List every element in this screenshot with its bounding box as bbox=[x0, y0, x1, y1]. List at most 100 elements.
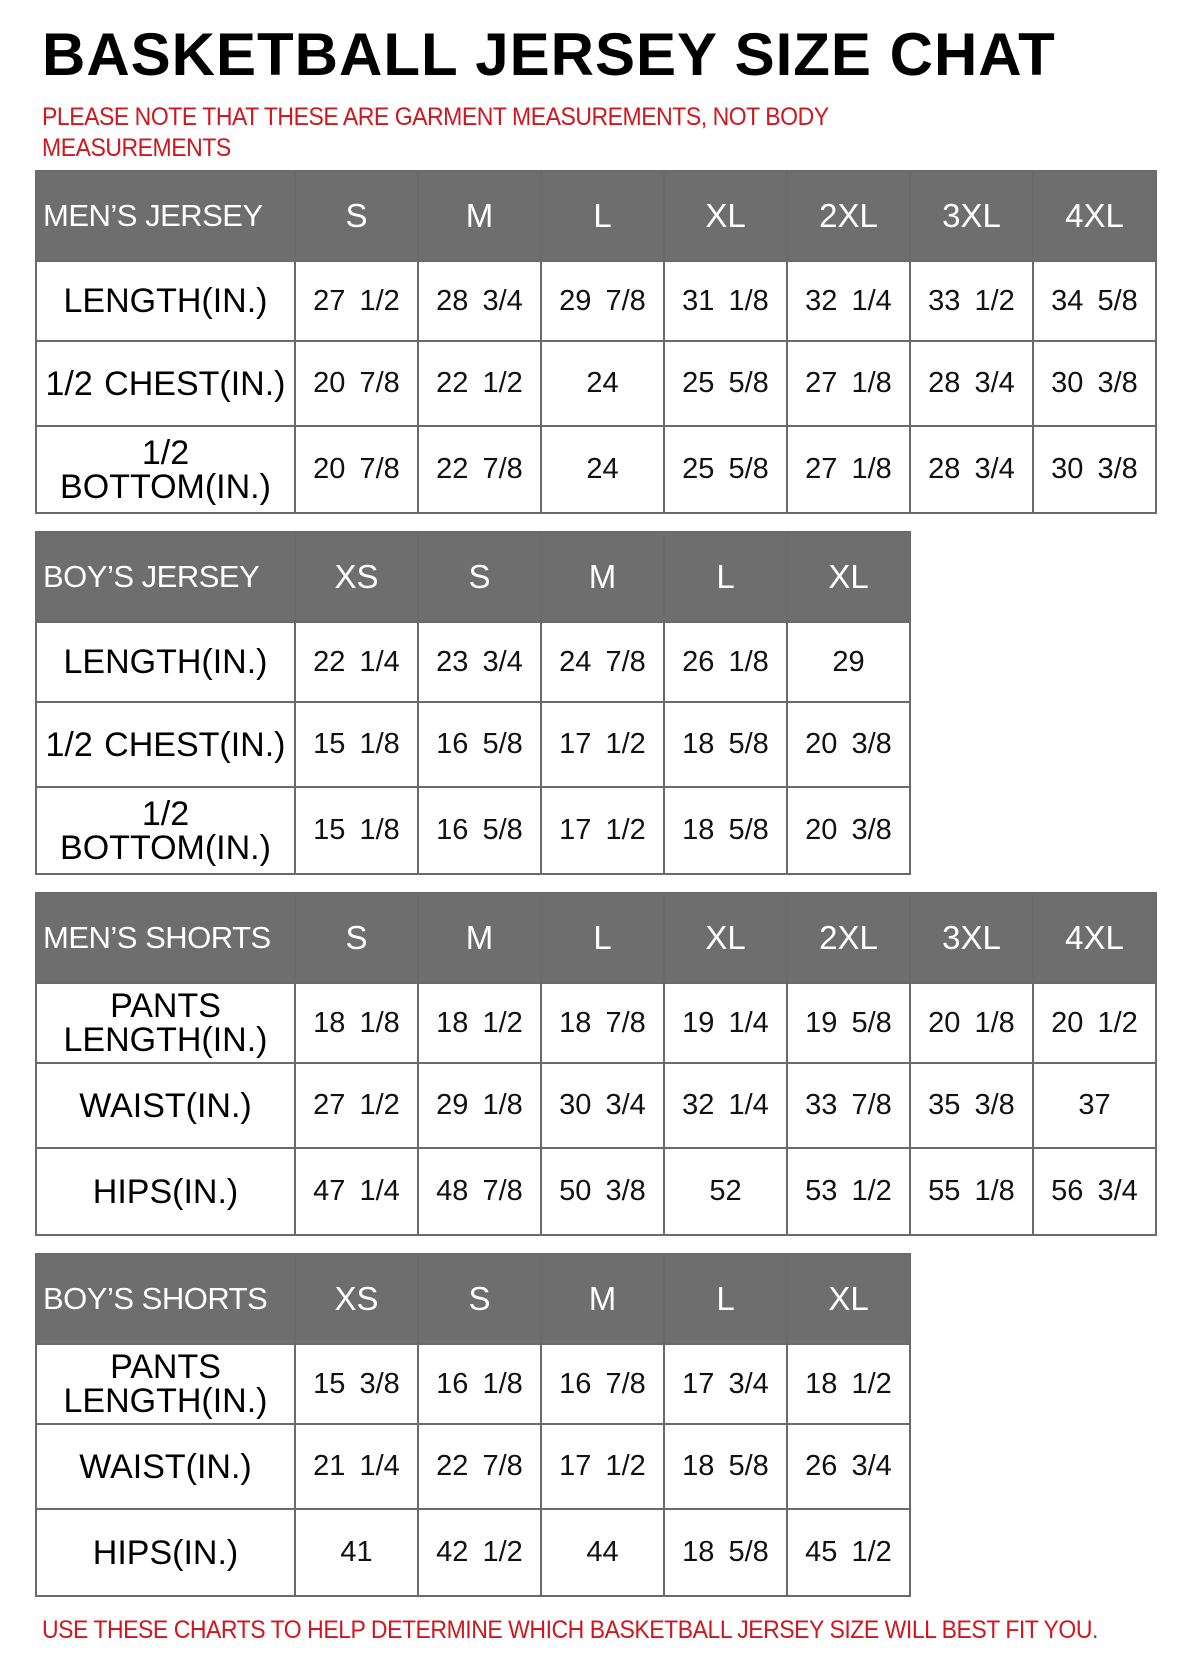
size-header: 2XL bbox=[786, 892, 911, 984]
measurement-cell: 48 7/8 bbox=[417, 1147, 542, 1236]
measurement-cell: 22 7/8 bbox=[417, 425, 542, 514]
measurement-cell: 24 bbox=[540, 425, 665, 514]
table-row: 1/2 CHEST(IN.) 15 1/8 16 5/8 17 1/2 18 5/8 20… bbox=[35, 701, 911, 788]
row-label: PANTS LENGTH(IN.) bbox=[35, 1343, 296, 1425]
measurement-cell: 25 5/8 bbox=[663, 340, 788, 427]
row-label: WAIST(IN.) bbox=[35, 1062, 296, 1149]
measurement-cell: 55 1/8 bbox=[909, 1147, 1034, 1236]
size-header: S bbox=[417, 531, 542, 623]
measurement-cell: 42 1/2 bbox=[417, 1508, 542, 1597]
measurement-cell: 21 1/4 bbox=[294, 1423, 419, 1510]
measurement-cell: 53 1/2 bbox=[786, 1147, 911, 1236]
measurement-cell: 24 7/8 bbox=[540, 621, 665, 703]
table-row: LENGTH(IN.) 27 1/2 28 3/4 29 7/8 31 1/8 32 1/… bbox=[35, 260, 1157, 342]
measurement-cell: 30 3/4 bbox=[540, 1062, 665, 1149]
size-header: M bbox=[540, 531, 665, 623]
measurement-cell: 26 3/4 bbox=[786, 1423, 911, 1510]
measurement-cell: 20 3/8 bbox=[786, 701, 911, 788]
size-header: XL bbox=[663, 170, 788, 262]
row-label: 1/2 BOTTOM(IN.) bbox=[35, 786, 296, 875]
measurement-cell: 47 1/4 bbox=[294, 1147, 419, 1236]
measurement-cell: 16 5/8 bbox=[417, 786, 542, 875]
size-header: XS bbox=[294, 1253, 419, 1345]
measurement-cell: 18 5/8 bbox=[663, 1423, 788, 1510]
measurement-cell: 18 7/8 bbox=[540, 982, 665, 1064]
row-label: 1/2 CHEST(IN.) bbox=[35, 340, 296, 427]
measurement-cell: 25 5/8 bbox=[663, 425, 788, 514]
measurement-cell: 33 1/2 bbox=[909, 260, 1034, 342]
size-header: 2XL bbox=[786, 170, 911, 262]
measurement-cell: 28 3/4 bbox=[909, 425, 1034, 514]
garment-note: PLEASE NOTE THAT THESE ARE GARMENT MEASU… bbox=[42, 103, 829, 162]
measurement-cell: 26 1/8 bbox=[663, 621, 788, 703]
row-label: 1/2 CHEST(IN.) bbox=[35, 701, 296, 788]
size-header: XL bbox=[786, 1253, 911, 1345]
measurement-cell: 18 5/8 bbox=[663, 1508, 788, 1597]
measurement-cell: 16 7/8 bbox=[540, 1343, 665, 1425]
size-header: L bbox=[663, 531, 788, 623]
footer-note: USE THESE CHARTS TO HELP DETERMINE WHICH… bbox=[42, 1616, 1098, 1644]
measurement-cell: 27 1/8 bbox=[786, 340, 911, 427]
page-title: BASKETBALL JERSEY SIZE CHAT bbox=[42, 21, 1056, 88]
row-label: 1/2 BOTTOM(IN.) bbox=[35, 425, 296, 514]
table-heading: BOY’S JERSEY bbox=[35, 531, 296, 623]
measurement-cell: 20 3/8 bbox=[786, 786, 911, 875]
table-row: PANTS LENGTH(IN.) 15 3/8 16 1/8 16 7/8 17 3/… bbox=[35, 1343, 911, 1425]
mens-jersey-table: MEN’S JERSEY S M L XL 2XL 3XL 4XL LENGTH(IN.) 27 … bbox=[35, 170, 1157, 514]
measurement-cell: 22 1/4 bbox=[294, 621, 419, 703]
boys-shorts-table: BOY’S SHORTS XS S M L XL PANTS LENGTH(IN.) 15 3… bbox=[35, 1253, 911, 1597]
header-row: MEN’S SHORTS S M L XL 2XL 3XL 4XL bbox=[35, 892, 1157, 984]
measurement-cell: 19 5/8 bbox=[786, 982, 911, 1064]
header-row: MEN’S JERSEY S M L XL 2XL 3XL 4XL bbox=[35, 170, 1157, 262]
measurement-cell: 32 1/4 bbox=[663, 1062, 788, 1149]
measurement-cell: 27 1/8 bbox=[786, 425, 911, 514]
measurement-cell: 24 bbox=[540, 340, 665, 427]
header-row: BOY’S JERSEY XS S M L XL bbox=[35, 531, 911, 623]
measurement-cell: 56 3/4 bbox=[1032, 1147, 1157, 1236]
table-heading: MEN’S JERSEY bbox=[35, 170, 296, 262]
measurement-cell: 15 1/8 bbox=[294, 786, 419, 875]
size-header: M bbox=[540, 1253, 665, 1345]
size-header: XL bbox=[663, 892, 788, 984]
size-header: 4XL bbox=[1032, 892, 1157, 984]
measurement-cell: 18 5/8 bbox=[663, 701, 788, 788]
measurement-cell: 41 bbox=[294, 1508, 419, 1597]
table-heading: BOY’S SHORTS bbox=[35, 1253, 296, 1345]
measurement-cell: 30 3/8 bbox=[1032, 340, 1157, 427]
size-header: 4XL bbox=[1032, 170, 1157, 262]
measurement-cell: 17 3/4 bbox=[663, 1343, 788, 1425]
table-row: HIPS(IN.) 47 1/4 48 7/8 50 3/8 52 53 1/2 55 1/… bbox=[35, 1147, 1157, 1236]
measurement-cell: 22 7/8 bbox=[417, 1423, 542, 1510]
size-header: L bbox=[663, 1253, 788, 1345]
measurement-cell: 29 7/8 bbox=[540, 260, 665, 342]
measurement-cell: 18 1/8 bbox=[294, 982, 419, 1064]
size-header: XL bbox=[786, 531, 911, 623]
size-header: S bbox=[417, 1253, 542, 1345]
measurement-cell: 31 1/8 bbox=[663, 260, 788, 342]
measurement-cell: 28 3/4 bbox=[417, 260, 542, 342]
measurement-cell: 27 1/2 bbox=[294, 260, 419, 342]
size-header: XS bbox=[294, 531, 419, 623]
size-header: M bbox=[417, 170, 542, 262]
measurement-cell: 22 1/2 bbox=[417, 340, 542, 427]
measurement-cell: 29 bbox=[786, 621, 911, 703]
mens-shorts-table: MEN’S SHORTS S M L XL 2XL 3XL 4XL PANTS LENGTH(I… bbox=[35, 892, 1157, 1236]
measurement-cell: 44 bbox=[540, 1508, 665, 1597]
measurement-cell: 20 7/8 bbox=[294, 425, 419, 514]
measurement-cell: 30 3/8 bbox=[1032, 425, 1157, 514]
measurement-cell: 37 bbox=[1032, 1062, 1157, 1149]
measurement-cell: 17 1/2 bbox=[540, 1423, 665, 1510]
table-row: WAIST(IN.) 27 1/2 29 1/8 30 3/4 32 1/4 33 7/8… bbox=[35, 1062, 1157, 1149]
row-label: HIPS(IN.) bbox=[35, 1147, 296, 1236]
measurement-cell: 16 5/8 bbox=[417, 701, 542, 788]
measurement-cell: 32 1/4 bbox=[786, 260, 911, 342]
size-header: M bbox=[417, 892, 542, 984]
row-label: HIPS(IN.) bbox=[35, 1508, 296, 1597]
measurement-cell: 52 bbox=[663, 1147, 788, 1236]
row-label: LENGTH(IN.) bbox=[35, 621, 296, 703]
measurement-cell: 18 5/8 bbox=[663, 786, 788, 875]
measurement-cell: 20 1/8 bbox=[909, 982, 1034, 1064]
row-label: PANTS LENGTH(IN.) bbox=[35, 982, 296, 1064]
measurement-cell: 27 1/2 bbox=[294, 1062, 419, 1149]
table-row: 1/2 BOTTOM(IN.) 20 7/8 22 7/8 24 25 5/8 27 1/… bbox=[35, 425, 1157, 514]
